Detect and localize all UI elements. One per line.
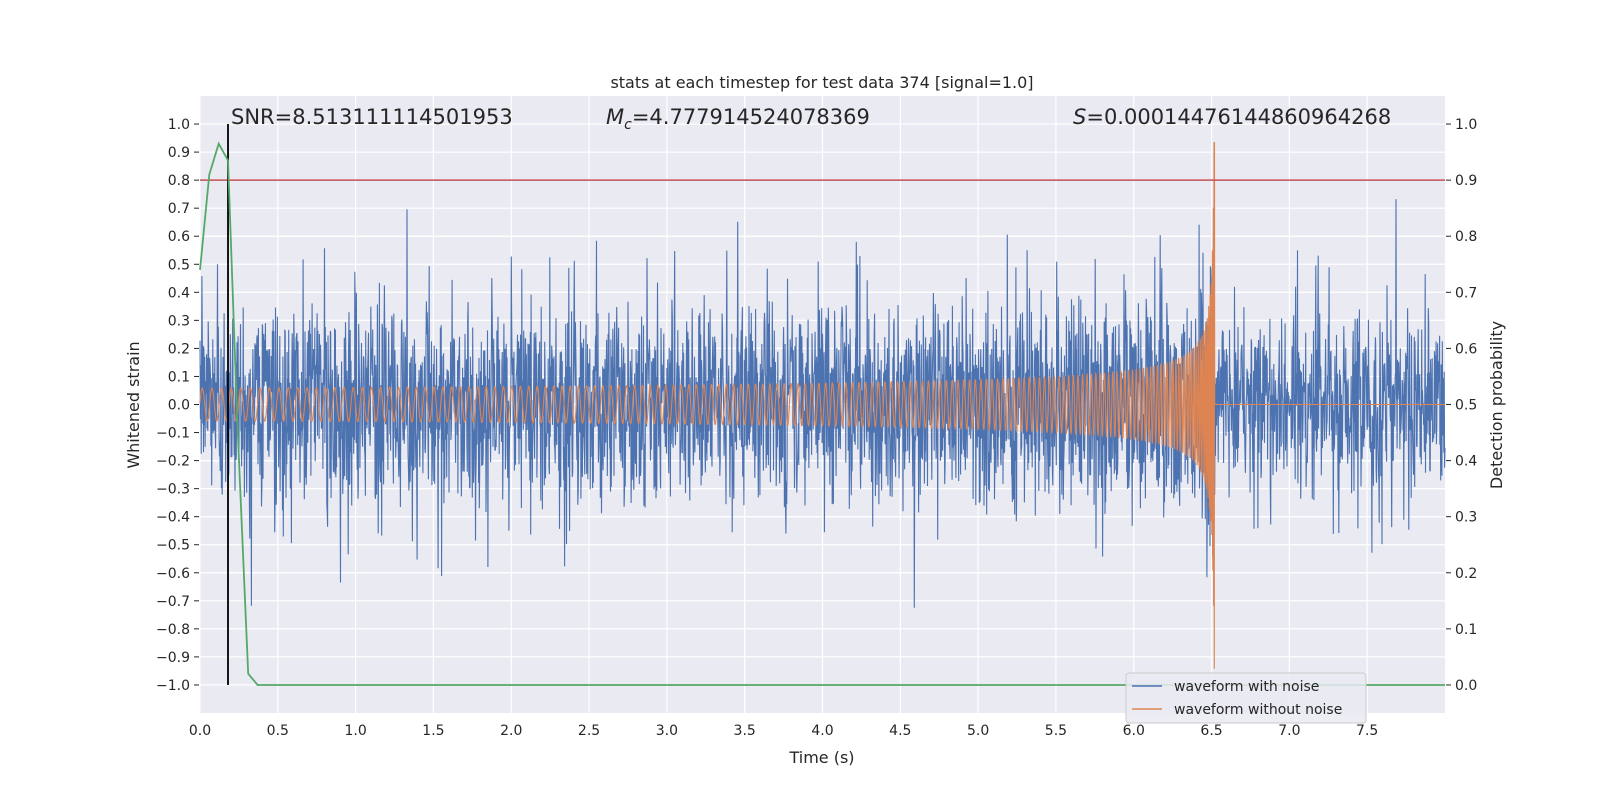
y-tick-label: 0.4: [168, 285, 190, 301]
y-tick-label: 0.7: [168, 201, 190, 217]
y2-tick-label: 0.8: [1455, 229, 1477, 245]
y2-tick-labels: 1.0 0.9 0.8 0.7 0.6 0.5 0.4 0.3 0.2 0.1 0.0: [1446, 117, 1477, 694]
y-tick-label: −0.4: [156, 510, 190, 526]
y2-axis-label: Detection probability: [1487, 321, 1506, 489]
x-tick-label: 5.0: [967, 723, 989, 739]
x-tick-label: 0.5: [267, 723, 289, 739]
y2-tick-label: 0.1: [1455, 622, 1477, 638]
y-tick-label: 0.9: [168, 145, 190, 161]
y2-tick-label: 0.5: [1455, 398, 1477, 414]
x-tick-label: 5.5: [1045, 723, 1067, 739]
chirp-mass-subscript: c: [624, 117, 632, 133]
y-tick-label: −0.8: [156, 622, 190, 638]
y-tick-label: −0.5: [156, 538, 190, 554]
waveform-without-noise-line: [199, 141, 1445, 669]
series-waveform-without-noise: [199, 141, 1445, 669]
y2-tick-label: 0.2: [1455, 566, 1477, 582]
y-tick-label: −0.7: [156, 594, 190, 610]
waveform-with-noise-line: [199, 199, 1446, 608]
s-annotation: S=0.00014476144860964268: [1073, 105, 1391, 129]
y-axis-label: Whitened strain: [124, 341, 143, 468]
snr-annotation: SNR=8.513111114501953: [231, 105, 513, 129]
x-tick-label: 2.5: [578, 723, 600, 739]
x-tick-label: 6.0: [1123, 723, 1145, 739]
y2-tick-label: 0.3: [1455, 510, 1477, 526]
x-tick-label: 6.5: [1200, 723, 1222, 739]
x-tick-label: 0.0: [189, 723, 211, 739]
y-tick-label: −0.1: [156, 426, 190, 442]
y2-tick-label: 1.0: [1455, 117, 1477, 133]
x-tick-label: 1.0: [344, 723, 366, 739]
x-axis-label: Time (s): [788, 748, 854, 767]
y-tick-label: 0.5: [168, 257, 190, 273]
legend-label-clean: waveform without noise: [1174, 702, 1342, 718]
s-value: =0.00014476144860964268: [1086, 105, 1391, 129]
y2-tick-label: 0.9: [1455, 173, 1477, 189]
x-tick-label: 1.5: [422, 723, 444, 739]
x-tick-label: 4.0: [811, 723, 833, 739]
legend-label-noise: waveform with noise: [1174, 679, 1319, 695]
y-tick-label: 1.0: [168, 117, 190, 133]
y2-tick-label: 0.4: [1455, 454, 1477, 470]
y-tick-label: 0.8: [168, 173, 190, 189]
legend-box: [1125, 672, 1367, 724]
x-tick-labels: 0.0 0.5 1.0 1.5 2.0 2.5 3.0 3.5 4.0 4.5 5.0 5.5 6.0 6…: [189, 723, 1378, 739]
series-waveform-with-noise: [199, 199, 1446, 608]
detection-probability-line: [199, 141, 1445, 686]
x-tick-label: 2.0: [500, 723, 522, 739]
y-tick-label: −0.3: [156, 482, 190, 498]
chirp-mass-annotation: Mc=4.777914524078369: [606, 105, 870, 133]
overlay-lines: [199, 124, 1445, 686]
y-tick-label: −0.2: [156, 454, 190, 470]
chart-title: stats at each timestep for test data 374…: [610, 73, 1033, 92]
y2-tick-label: 0.6: [1455, 341, 1477, 357]
y2-tick-label: 0.7: [1455, 285, 1477, 301]
y-tick-label: 0.6: [168, 229, 190, 245]
s-symbol: S: [1073, 105, 1086, 129]
chirp-mass-symbol: M: [606, 105, 624, 129]
y2-tick-label: 0.0: [1455, 678, 1477, 694]
x-tick-label: 7.5: [1356, 723, 1378, 739]
y-tick-label: 0.1: [168, 369, 190, 385]
chirp-mass-value: =4.777914524078369: [632, 105, 870, 129]
x-tick-label: 7.0: [1278, 723, 1300, 739]
y-tick-label: −0.9: [156, 650, 190, 666]
x-tick-label: 3.5: [734, 723, 756, 739]
y-tick-label: −0.6: [156, 566, 190, 582]
y-tick-label: −1.0: [156, 678, 190, 694]
y-tick-label: 0.0: [168, 398, 190, 414]
y-tick-label: 0.3: [168, 313, 190, 329]
x-tick-label: 3.0: [656, 723, 678, 739]
x-tick-label: 4.5: [889, 723, 911, 739]
y-tick-label: 0.2: [168, 341, 190, 357]
legend: waveform with noise waveform without noi…: [1125, 672, 1367, 724]
y-tick-labels: 1.0 0.9 0.8 0.7 0.6 0.5 0.4 0.3 0.2 0.1 0.0 −0.1 −0.…: [156, 117, 199, 694]
